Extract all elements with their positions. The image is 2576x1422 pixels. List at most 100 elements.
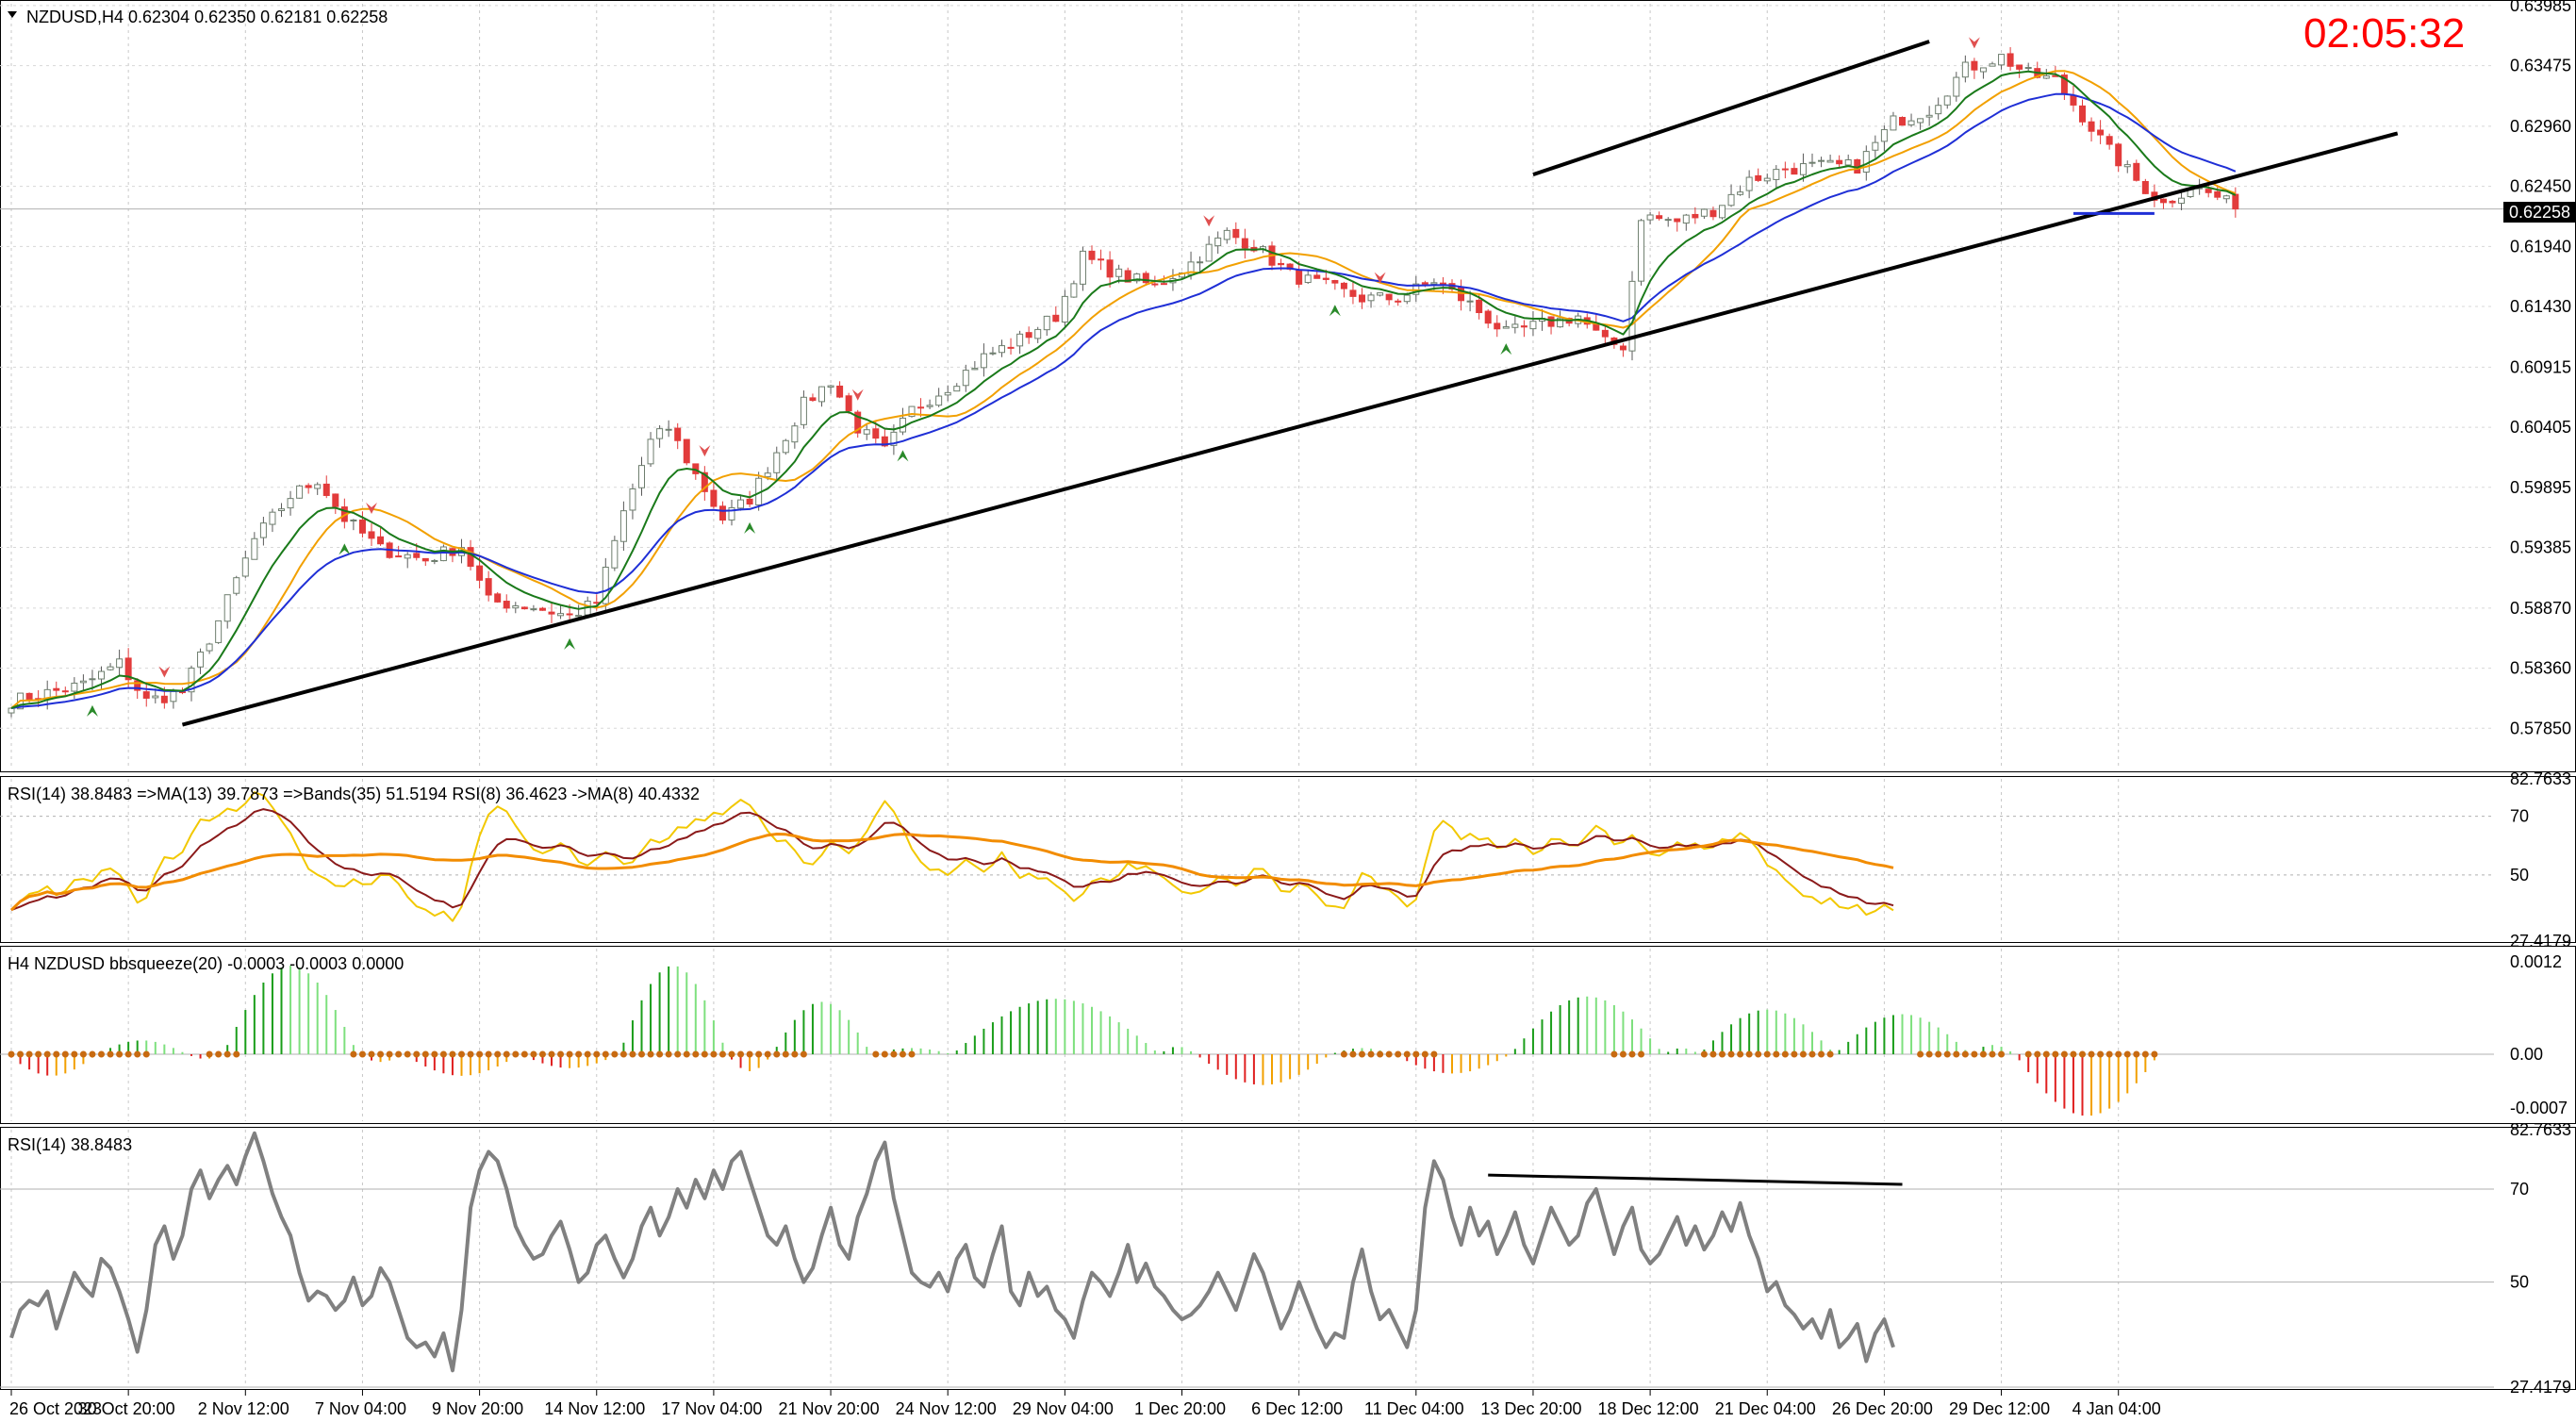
candle-body [259,522,267,538]
candle-body [962,370,969,387]
candle-body [944,391,951,396]
candle-body [251,537,258,560]
squeeze-dot [890,1050,898,1058]
squeeze-dot [2133,1050,2140,1058]
price-axis-label: 0.63985 [2510,0,2571,15]
candle-body [1745,176,1753,191]
time-axis-label: 17 Nov 04:00 [661,1399,762,1418]
sell-arrow-icon [1374,272,1386,284]
candle-body [1088,250,1096,260]
squeeze-dot [1412,1050,1420,1058]
price-axis-label: 0.59385 [2510,538,2571,557]
squeeze-dot [206,1050,213,1058]
time-axis-label: 21 Dec 04:00 [1715,1399,1816,1418]
squeeze-dot [116,1050,124,1058]
candle-body [1278,262,1285,266]
candle-body [1106,259,1114,278]
candle-body [619,510,627,542]
bbsqueeze-title: H4 NZDUSD bbsqueeze(20) -0.0003 -0.0003 … [8,954,404,973]
candle-body [1529,321,1537,330]
candle-body [1619,345,1627,351]
candle-body [1998,54,2006,66]
squeeze-dot [1971,1050,1978,1058]
candle-body [1781,168,1789,171]
candle-body [89,678,96,681]
candle-body [1367,294,1375,302]
squeeze-dot [1917,1050,1924,1058]
candle-body [241,557,249,577]
chart-symbol-header: NZDUSD,H4 0.62304 0.62350 0.62181 0.6225… [26,8,388,26]
server-clock: 02:05:32 [2304,10,2465,57]
candle-body [1160,283,1167,286]
candle-body [2232,193,2239,210]
candle-body [467,547,474,568]
chart-menu-triangle-icon[interactable] [8,11,17,18]
squeeze-dot [899,1050,906,1058]
candle-body [1313,274,1321,279]
candle-body [1124,270,1131,283]
current-price-box [2503,202,2576,223]
candle-body [8,707,15,714]
candle-body [1899,117,1906,126]
candle-body [1214,237,1222,247]
price-axis-label: 0.60915 [2510,357,2571,376]
squeeze-dot [674,1050,682,1058]
candle-body [1872,141,1879,151]
candle-body [296,485,304,499]
squeeze-dot [782,1050,789,1058]
candle-body [71,682,78,692]
candle-body [791,425,799,443]
rsi-composite-plot [0,791,2494,922]
squeeze-dot [1745,1050,1753,1058]
squeeze-dot [557,1050,565,1058]
candle-body [421,557,429,562]
candle-body [764,472,771,478]
buy-arrow-icon [86,704,98,717]
candle-body [1241,238,1248,249]
rsi-panel-frame [0,1127,2576,1390]
candle-body [1755,174,1762,181]
price-axis-label: 0.62960 [2510,117,2571,136]
candle-body [1844,159,1852,166]
candle-body [737,499,745,509]
candle-body [1979,67,1987,73]
bbsqueeze-axis-label: 0.00 [2510,1045,2543,1064]
squeeze-dot [485,1050,492,1058]
candle-body [439,546,447,562]
candle-body [989,352,997,355]
candle-body [710,489,718,507]
rsi-axis-label: 82.7633 [2510,1120,2571,1139]
squeeze-dot [764,1050,771,1058]
price-axis-label: 0.57850 [2510,719,2571,737]
candle-body [1007,346,1015,349]
candle-body [134,680,141,691]
squeeze-dot [2097,1050,2105,1058]
candle-body [25,692,33,701]
candle-body [1961,61,1969,78]
candle-body [197,651,205,668]
buy-arrow-icon [1500,343,1512,356]
candle-body [2070,94,2077,106]
candle-body [1925,114,1933,118]
candle-body [1808,161,1816,164]
candle-body [548,611,555,615]
candle-body [1205,243,1213,262]
candle-body [718,505,726,521]
squeeze-dot [718,1050,726,1058]
candle-body [1880,128,1888,142]
price-axis-label: 0.58360 [2510,659,2571,678]
grid-layer [0,4,2503,1387]
candle-body [79,680,87,684]
squeeze-dot [2088,1050,2095,1058]
ma-fast-line [10,70,2237,709]
squeeze-dot [1395,1050,1402,1058]
candle-body [1719,205,1726,219]
candle-body [124,657,132,681]
squeeze-dot [647,1050,654,1058]
candle-body [917,406,925,409]
candle-body [800,396,807,425]
current-price-label: 0.62258 [2509,203,2570,222]
candle-body [2159,198,2167,204]
squeeze-dot [8,1050,15,1058]
squeeze-dot [43,1050,51,1058]
